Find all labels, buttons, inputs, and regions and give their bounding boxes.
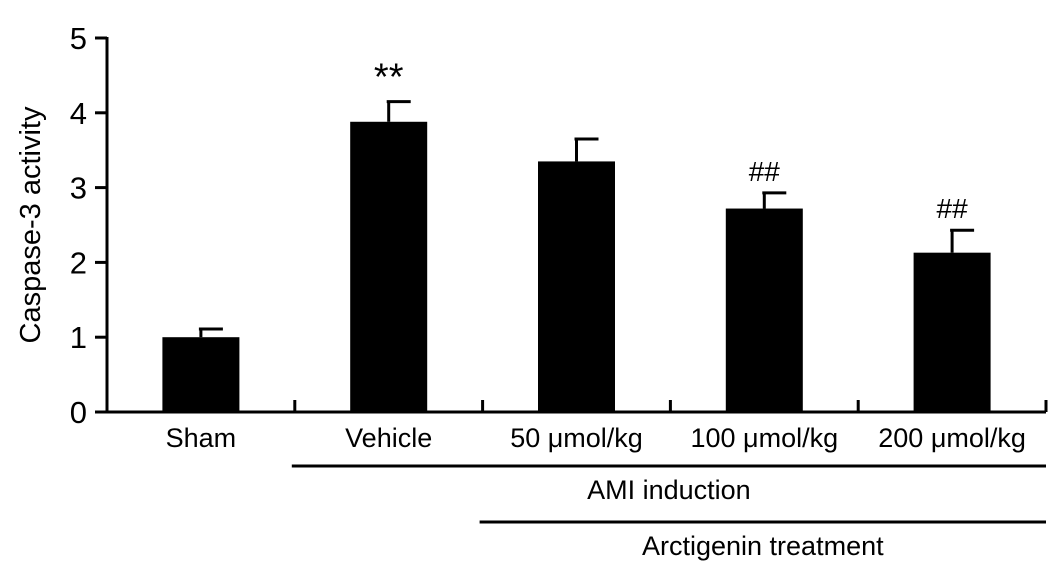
x-category-label-3: 100 μmol/kg <box>690 423 838 453</box>
bar-0 <box>162 337 240 412</box>
bar-4 <box>913 252 991 412</box>
x-category-label-0: Sham <box>166 423 237 453</box>
y-tick-label-3: 3 <box>70 171 87 206</box>
y-tick-label-0: 0 <box>70 395 87 430</box>
y-tick-label-2: 2 <box>70 245 87 280</box>
significance-mark-3: ## <box>749 156 781 187</box>
y-tick-label-1: 1 <box>70 320 87 355</box>
y-tick-label-4: 4 <box>70 96 87 131</box>
group-label-0: AMI induction <box>587 475 751 505</box>
significance-mark-1: ** <box>374 57 404 99</box>
bar-1 <box>350 121 428 412</box>
bar-3 <box>725 208 803 412</box>
x-category-label-1: Vehicle <box>345 423 432 453</box>
significance-mark-4: ## <box>937 193 969 224</box>
group-label-1: Arctigenin treatment <box>642 531 884 561</box>
y-axis-label: Caspase-3 activity <box>15 106 47 343</box>
y-tick-label-5: 5 <box>70 21 87 56</box>
x-category-label-2: 50 μmol/kg <box>510 423 643 453</box>
x-category-label-4: 200 μmol/kg <box>878 423 1026 453</box>
plot-area: ** ## ## 0 1 2 3 4 5 Sham Vehicle 50 μmol/kg 100 μmo… <box>70 21 1048 561</box>
bar-2 <box>538 161 615 412</box>
